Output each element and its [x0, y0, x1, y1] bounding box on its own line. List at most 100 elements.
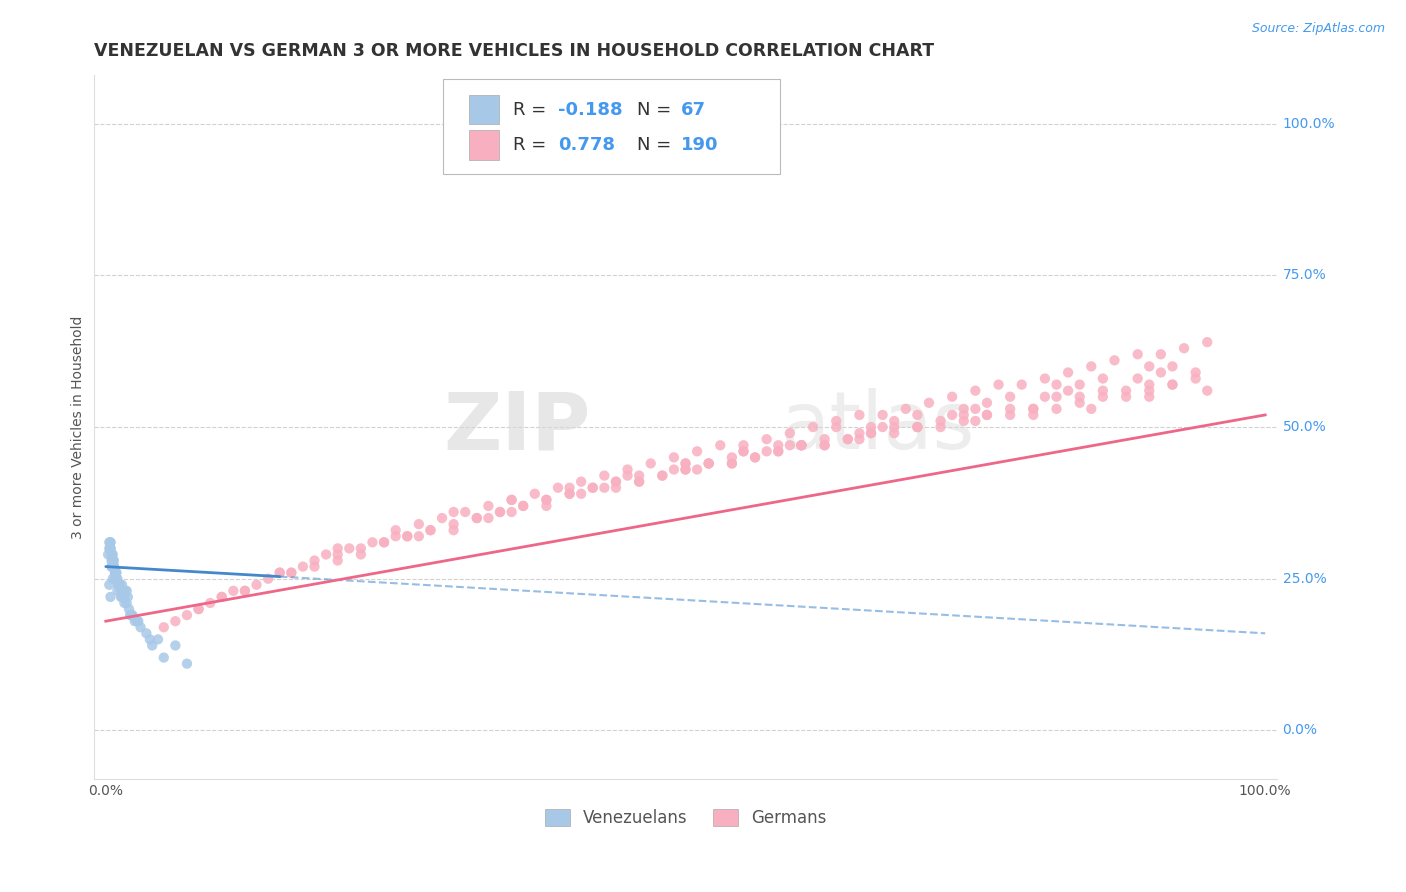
Point	[100, 548, 122, 562]
Point	[257, 572, 280, 586]
Point	[848, 432, 870, 446]
Point	[616, 462, 638, 476]
Point	[101, 572, 124, 586]
Point	[536, 492, 558, 507]
Point	[1161, 377, 1184, 392]
Point	[998, 408, 1021, 422]
Point	[187, 602, 209, 616]
Point	[108, 578, 131, 592]
Point	[129, 620, 152, 634]
Text: R =: R =	[513, 136, 551, 154]
Point	[976, 396, 998, 410]
Point	[662, 462, 685, 476]
Point	[465, 511, 488, 525]
Point	[101, 553, 124, 567]
Point	[536, 492, 558, 507]
Point	[1022, 401, 1045, 416]
Point	[1045, 377, 1067, 392]
Point	[952, 408, 974, 422]
Point	[952, 401, 974, 416]
Point	[941, 408, 963, 422]
Point	[373, 535, 395, 549]
Point	[1057, 366, 1080, 380]
Point	[686, 462, 709, 476]
Point	[291, 559, 314, 574]
Point	[245, 578, 267, 592]
Point	[139, 632, 162, 647]
Point	[779, 438, 801, 452]
Point	[1069, 377, 1091, 392]
Point	[326, 548, 349, 562]
Point	[152, 650, 174, 665]
Point	[101, 553, 124, 567]
Point	[326, 553, 349, 567]
Point	[350, 541, 373, 556]
Point	[558, 487, 581, 501]
Point	[100, 541, 122, 556]
Point	[1184, 371, 1206, 385]
Point	[489, 505, 512, 519]
Point	[443, 517, 465, 532]
Point	[112, 583, 135, 598]
Point	[304, 553, 326, 567]
Point	[501, 492, 523, 507]
Point	[709, 438, 731, 452]
Point	[1115, 384, 1137, 398]
Point	[755, 432, 778, 446]
Point	[105, 566, 128, 580]
Point	[929, 414, 952, 428]
Point	[883, 414, 905, 428]
Point	[790, 438, 813, 452]
FancyBboxPatch shape	[470, 95, 499, 125]
Point	[127, 614, 149, 628]
Point	[976, 408, 998, 422]
Point	[98, 535, 121, 549]
Point	[103, 559, 125, 574]
Legend: Venezuelans, Germans: Venezuelans, Germans	[538, 803, 832, 834]
Point	[640, 457, 662, 471]
Text: 50.0%: 50.0%	[1282, 420, 1326, 434]
Point	[105, 572, 128, 586]
Y-axis label: 3 or more Vehicles in Household: 3 or more Vehicles in Household	[72, 316, 86, 539]
Point	[269, 566, 291, 580]
Point	[103, 559, 125, 574]
Point	[198, 596, 221, 610]
Point	[176, 608, 198, 623]
Point	[112, 596, 135, 610]
Point	[280, 566, 302, 580]
Point	[1045, 390, 1067, 404]
Point	[233, 583, 256, 598]
Point	[1115, 390, 1137, 404]
Point	[733, 444, 755, 458]
Point	[1033, 371, 1056, 385]
Point	[98, 541, 121, 556]
Point	[115, 583, 138, 598]
Point	[605, 475, 627, 489]
Point	[1080, 359, 1102, 374]
Point	[103, 559, 125, 574]
Point	[1137, 384, 1160, 398]
Point	[675, 457, 697, 471]
Point	[536, 499, 558, 513]
Text: N =: N =	[637, 136, 678, 154]
Point	[859, 426, 882, 441]
Point	[112, 590, 135, 604]
Point	[1069, 390, 1091, 404]
Point	[135, 626, 157, 640]
Point	[1150, 366, 1173, 380]
Point	[187, 602, 209, 616]
Text: 0.778: 0.778	[558, 136, 614, 154]
Point	[120, 608, 142, 623]
Point	[929, 420, 952, 434]
Point	[108, 578, 131, 592]
Point	[1011, 377, 1033, 392]
Point	[733, 438, 755, 452]
Point	[814, 438, 837, 452]
Point	[107, 578, 129, 592]
Point	[825, 414, 848, 428]
Point	[1184, 366, 1206, 380]
Point	[1173, 341, 1195, 355]
Point	[1104, 353, 1126, 368]
Text: 100.0%: 100.0%	[1282, 117, 1336, 131]
Point	[686, 444, 709, 458]
